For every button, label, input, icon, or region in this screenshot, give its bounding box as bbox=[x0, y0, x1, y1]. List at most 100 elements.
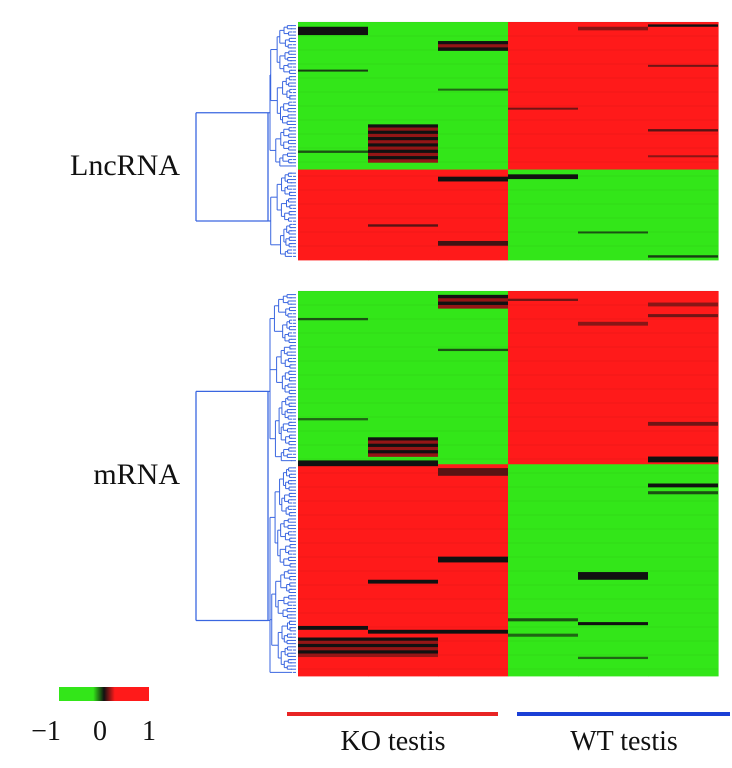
lncrna-stripe-3-4 bbox=[368, 137, 438, 141]
lncrna-cell-1-3 bbox=[508, 169, 579, 261]
mrna-stripe-3-3 bbox=[368, 446, 438, 451]
lncrna-stripe-3-11 bbox=[368, 159, 438, 163]
lncrna-stripe-3-5 bbox=[368, 140, 438, 144]
heatmap-panels bbox=[195, 21, 719, 677]
mrna-stripe-7-4 bbox=[368, 650, 438, 654]
lncrna-stripe-3-8 bbox=[368, 149, 438, 154]
mrna-stripe-21 bbox=[578, 656, 648, 660]
mrna-stripe-25 bbox=[648, 456, 718, 463]
mrna-cell-0-0 bbox=[298, 291, 369, 465]
mrna-stripe-14-0 bbox=[298, 637, 368, 642]
mrna-cell-1-2 bbox=[438, 464, 509, 677]
mrna-stripe-15 bbox=[508, 298, 578, 302]
lncrna-stripe-1 bbox=[298, 69, 368, 72]
mrna-stripe-17 bbox=[508, 633, 578, 637]
mrna-stripe-23 bbox=[648, 314, 718, 318]
mrna-stripe-14-1 bbox=[298, 640, 368, 645]
lncrna-stripe-3-7 bbox=[368, 146, 438, 151]
group-label-wt: WT testis bbox=[570, 726, 678, 757]
lncrna-stripe-4-0 bbox=[438, 41, 508, 45]
lncrna-stripe-3-1 bbox=[368, 127, 438, 131]
lncrna-cell-0-3 bbox=[508, 22, 579, 170]
lncrna-stripe-7 bbox=[438, 240, 508, 246]
mrna-stripe-2 bbox=[298, 460, 368, 467]
mrna-stripe-3-0 bbox=[368, 437, 438, 441]
mrna-stripe-11 bbox=[438, 556, 508, 563]
lncrna-stripe-11 bbox=[578, 26, 648, 31]
lncrna-stripe-3-0 bbox=[368, 124, 438, 128]
mrna-stripe-1 bbox=[298, 418, 368, 421]
mrna-cell-0-1 bbox=[368, 291, 439, 465]
lncrna-stripe-4-2 bbox=[438, 47, 508, 51]
mrna-stripe-0 bbox=[298, 317, 368, 321]
mrna-stripe-6 bbox=[368, 629, 438, 634]
lncrna-stripe-13 bbox=[648, 24, 718, 27]
mrna-cell-0-2 bbox=[438, 291, 509, 465]
lncrna-stripe-16 bbox=[648, 155, 718, 158]
panel-label-mrna: mRNA bbox=[93, 458, 180, 491]
colorbar-label-mid: 0 bbox=[93, 716, 107, 747]
lncrna-stripe-3-9 bbox=[368, 152, 438, 157]
lncrna-stripe-8 bbox=[368, 224, 438, 227]
mrna-stripe-3-5 bbox=[368, 453, 438, 457]
mrna-stripe-8-1 bbox=[438, 298, 508, 302]
lncrna-cell-1-1 bbox=[368, 169, 439, 261]
lncrna-cell-0-0 bbox=[298, 22, 369, 170]
mrna-stripe-8-3 bbox=[438, 304, 508, 309]
mrna-cell-1-4 bbox=[578, 464, 649, 677]
mrna-stripe-14-3 bbox=[298, 647, 368, 651]
mrna-stripe-5 bbox=[368, 579, 438, 584]
lncrna-stripe-15 bbox=[648, 129, 718, 132]
mrna-stripe-8-0 bbox=[438, 294, 508, 299]
lncrna-stripe-3-2 bbox=[368, 130, 438, 135]
mrna-stripe-3-2 bbox=[368, 443, 438, 448]
lncrna-stripe-0 bbox=[298, 26, 368, 36]
mrna-stripe-14-5 bbox=[298, 653, 368, 658]
colorbar-label-max: 1 bbox=[142, 716, 156, 747]
mrna-cell-0-5 bbox=[648, 291, 719, 465]
lncrna-stripe-10 bbox=[508, 107, 578, 110]
lncrna-cell-1-0 bbox=[298, 169, 369, 261]
group-label-ko: KO testis bbox=[341, 726, 446, 757]
lncrna-stripe-17 bbox=[648, 255, 718, 258]
mrna-cell-1-5 bbox=[648, 464, 719, 677]
lncrna-cell-0-4 bbox=[578, 22, 649, 170]
mrna-stripe-27 bbox=[648, 491, 718, 495]
mrna-cell-0-4 bbox=[578, 291, 649, 465]
lncrna-stripe-6 bbox=[438, 176, 508, 182]
lncrna-stripe-5 bbox=[438, 88, 508, 91]
lncrna-stripe-3-10 bbox=[368, 156, 438, 160]
mrna-stripe-8-2 bbox=[438, 301, 508, 306]
mrna-cell-1-3 bbox=[508, 464, 579, 677]
mrna-stripe-12 bbox=[438, 629, 508, 634]
lncrna-stripe-9 bbox=[508, 174, 578, 180]
mrna-stripe-16 bbox=[508, 618, 578, 622]
mrna-stripe-4 bbox=[368, 460, 438, 467]
mrna-stripe-3-1 bbox=[368, 440, 438, 445]
mrna-stripe-20 bbox=[578, 622, 648, 626]
mrna-stripe-9 bbox=[438, 348, 508, 352]
lncrna-stripe-4-1 bbox=[438, 44, 508, 48]
mrna-stripe-19 bbox=[578, 572, 648, 580]
mrna-stripe-7-3 bbox=[368, 647, 438, 651]
mrna-stripe-22 bbox=[648, 302, 718, 307]
mrna-stripe-14-4 bbox=[298, 650, 368, 654]
lncrna-stripe-3-3 bbox=[368, 133, 438, 138]
mrna-stripe-14-2 bbox=[298, 643, 368, 648]
mrna-stripe-10 bbox=[438, 468, 508, 476]
mrna-stripe-26 bbox=[648, 483, 718, 488]
mrna-cell-0-3 bbox=[508, 291, 579, 465]
mrna-stripe-7-5 bbox=[368, 653, 438, 658]
lncrna-stripe-2 bbox=[298, 150, 368, 153]
mrna-stripe-18 bbox=[578, 321, 648, 326]
colorbar-label-min: −1 bbox=[31, 716, 61, 747]
lncrna-cell-0-5 bbox=[648, 22, 719, 170]
lncrna-cell-1-5 bbox=[648, 169, 719, 261]
lncrna-cell-1-4 bbox=[578, 169, 649, 261]
mrna-stripe-7-1 bbox=[368, 640, 438, 645]
lncrna-stripe-3-6 bbox=[368, 143, 438, 147]
mrna-stripe-24 bbox=[648, 421, 718, 426]
lncrna-stripe-12 bbox=[578, 231, 648, 234]
lncrna-stripe-14 bbox=[648, 64, 718, 67]
lncrna-cell-1-2 bbox=[438, 169, 509, 261]
